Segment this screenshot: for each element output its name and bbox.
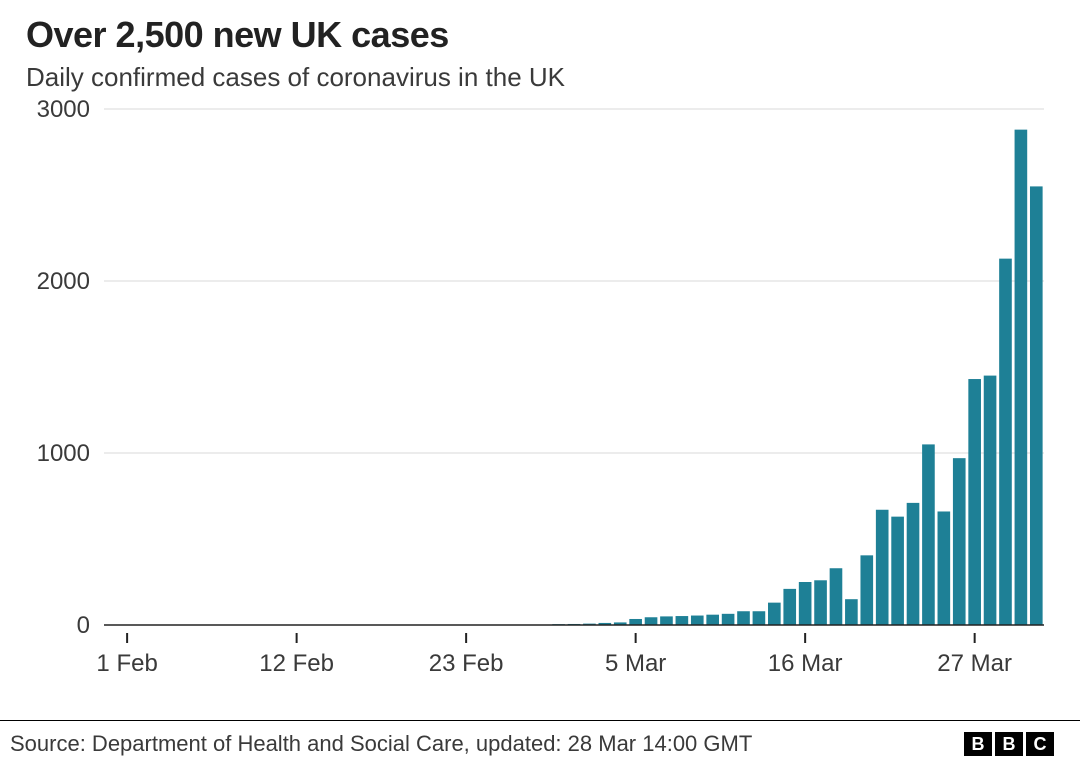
bar [891,517,904,625]
chart-title: Over 2,500 new UK cases [26,14,1054,56]
source-text: Source: Department of Health and Social … [10,731,752,757]
bar [814,580,827,625]
y-tick-label: 0 [77,612,90,639]
chart-footer: Source: Department of Health and Social … [0,720,1080,760]
bar [1030,186,1043,625]
bar-chart-svg: 0 1000 2000 3000 1 Feb 12 Feb 23 Feb 5 Mar 16 Ma… [26,97,1054,679]
bar [1015,130,1028,625]
y-tick-label: 3000 [37,97,90,123]
bbc-logo-letter: B [995,732,1023,756]
chart-container: Over 2,500 new UK cases Daily confirmed … [0,0,1080,760]
y-tick-label: 2000 [37,268,90,295]
bar [953,458,966,625]
bar [938,511,951,625]
bbc-logo-letter: B [964,732,992,756]
x-tick-label: 12 Feb [259,650,334,677]
x-tick-label: 1 Feb [96,650,157,677]
x-tick-label: 16 Mar [768,650,843,677]
chart-subtitle: Daily confirmed cases of coronavirus in … [26,62,1054,93]
x-tick-label: 27 Mar [937,650,1012,677]
bar [722,614,735,625]
x-tick-label: 5 Mar [605,650,666,677]
bbc-logo-letter: C [1026,732,1054,756]
bar [845,599,858,625]
bbc-logo: B B C [964,732,1054,756]
bar [691,616,704,625]
bar [968,379,981,625]
bar [799,582,812,625]
bar [830,568,843,625]
bar [706,615,719,625]
bar [768,603,781,625]
bar [660,616,673,625]
bar [676,616,689,625]
bar [907,503,920,625]
bar [922,444,935,625]
y-tick-label: 1000 [37,440,90,467]
bar [860,555,873,625]
bar [999,259,1012,625]
bar [737,611,750,625]
x-tick-label: 23 Feb [429,650,504,677]
bar [629,619,642,625]
bar [645,617,658,625]
chart-plot-area: 0 1000 2000 3000 1 Feb 12 Feb 23 Feb 5 Mar 16 Ma… [26,97,1054,679]
bar [783,589,796,625]
bar [876,510,889,625]
bar [753,611,766,625]
bar [984,376,997,625]
